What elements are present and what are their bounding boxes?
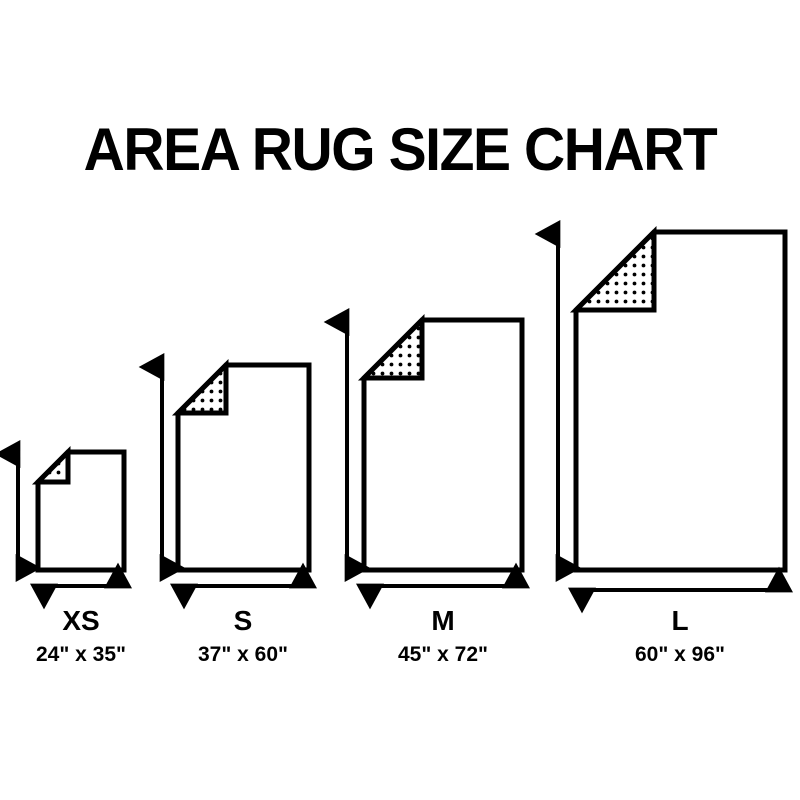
rug-s: S 37" x 60" <box>138 353 317 666</box>
fold-backing-dots-m <box>357 313 425 381</box>
rug-xs: XS 24" x 35" <box>0 440 132 666</box>
fold-backing-dots-s <box>171 358 229 416</box>
size-label-s: S <box>234 605 253 636</box>
size-dimensions-l: 60" x 96" <box>635 643 725 666</box>
size-label-m: M <box>431 605 454 636</box>
fold-backing-dots-xs <box>31 445 71 485</box>
rug-l: L 60" x 96" <box>534 220 793 666</box>
page-title: AREA RUG SIZE CHART <box>83 116 718 183</box>
fold-backing-dots-l <box>569 225 657 313</box>
size-label-xs: XS <box>62 605 99 636</box>
size-dimensions-xs: 24" x 35" <box>36 643 126 666</box>
rug-m: M 45" x 72" <box>323 308 530 666</box>
size-dimensions-m: 45" x 72" <box>398 643 488 666</box>
size-dimensions-s: 37" x 60" <box>198 643 288 666</box>
size-label-l: L <box>671 605 688 636</box>
